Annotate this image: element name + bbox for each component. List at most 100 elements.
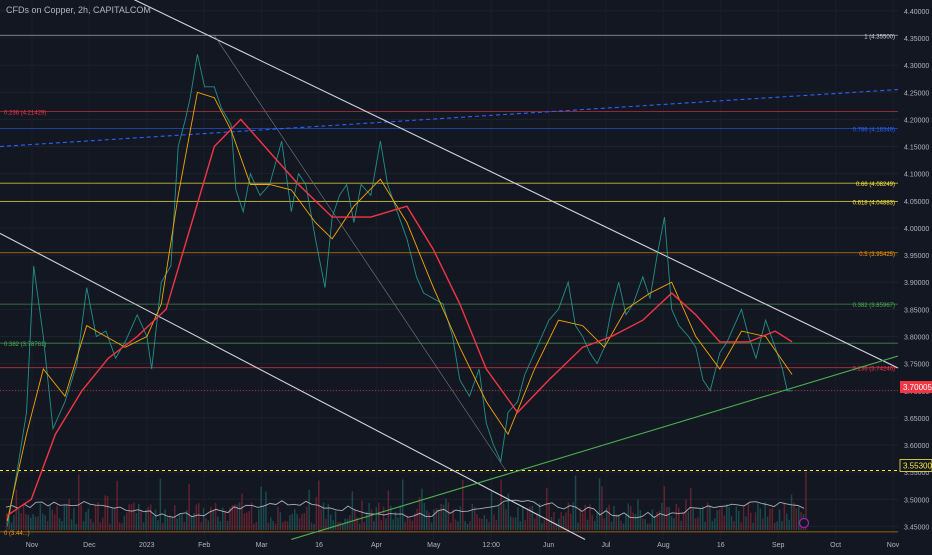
volume-bar (265, 491, 267, 530)
volume-bar (723, 515, 726, 530)
volume-bar (606, 507, 608, 530)
volume-bar (150, 504, 152, 530)
trendline[interactable] (214, 35, 506, 471)
volume-bar (579, 508, 582, 530)
chart-header: CFDs on Copper, 2h, CAPITALCOM (6, 5, 151, 15)
volume-bar (630, 506, 632, 530)
current-price-label: 3.70005 (903, 383, 932, 392)
volume-bar (476, 514, 478, 530)
fib-level-label: 0.5 (3.95425) (859, 252, 895, 258)
trendline[interactable] (0, 232, 586, 540)
volume-bar (591, 514, 594, 530)
volume-bar (349, 515, 351, 530)
volume-bar (658, 510, 661, 530)
volume-bar (138, 503, 140, 530)
volume-bar (270, 517, 272, 530)
volume-bar (241, 493, 243, 530)
volume-bar (426, 510, 428, 530)
volume-bar (356, 517, 358, 530)
trendline[interactable] (84, 0, 899, 369)
volume-bar (805, 471, 807, 530)
time-tick-label: Oct (830, 542, 841, 549)
fib-level-label: 0.236 (4.21429) (4, 111, 46, 117)
volume-bar (414, 513, 416, 530)
volume-bar (361, 500, 363, 530)
volume-bar (13, 514, 15, 530)
volume-bar (142, 522, 145, 530)
volume-bar (742, 505, 745, 530)
volume-bar (478, 518, 481, 530)
volume-bar (174, 504, 176, 530)
price-axis: 4.40000 4.35000 4.30000 4.25000 4.20000 4.150… (904, 9, 929, 532)
volume-bar (740, 522, 742, 530)
volume-bar (747, 502, 750, 530)
volume-bar (790, 494, 793, 530)
volume-bar (382, 506, 385, 530)
volume-bar (622, 523, 625, 530)
volume-bar (30, 517, 32, 530)
volume-bar (399, 505, 402, 530)
volume-bar (301, 513, 303, 530)
fib-level-label: 0.382 (3.85967) (853, 303, 895, 309)
volume-bar (570, 513, 572, 530)
volume-bar (534, 518, 536, 530)
volume-bar (788, 519, 790, 530)
volume-bar (594, 520, 596, 530)
volume-bar (56, 505, 58, 530)
volume-bar (135, 513, 138, 530)
volume-bar (615, 513, 618, 530)
volume-bar (639, 510, 642, 530)
volume-bar (586, 519, 589, 530)
volume-bar (109, 523, 111, 530)
volume-bar (673, 518, 675, 530)
volume-bar (618, 514, 620, 530)
volume-bar (466, 523, 469, 530)
volume-bar (531, 505, 534, 530)
volume-bar (246, 512, 248, 530)
volume-bar (699, 509, 702, 530)
volume-bar (632, 512, 634, 530)
volume-bar (483, 515, 486, 530)
volume-bar (164, 509, 166, 530)
trendline[interactable] (0, 88, 899, 148)
clock-icon[interactable] (798, 517, 810, 529)
volume-bar (272, 520, 274, 530)
price-tick-label: 3.80000 (904, 334, 929, 341)
volume-bar (334, 511, 337, 530)
volume-bar (766, 516, 769, 530)
volume-bar (762, 518, 764, 530)
time-tick-label: May (427, 542, 441, 549)
volume-bar (738, 510, 740, 530)
volume-bar (157, 520, 159, 530)
volume-bar (663, 485, 666, 530)
volume-bar (320, 508, 322, 530)
volume-bar (176, 518, 178, 530)
volume-bar (183, 521, 186, 530)
volume-bar (390, 505, 392, 530)
volume-bar (75, 523, 78, 530)
volume-bar (505, 509, 507, 530)
volume-bar (430, 522, 433, 530)
volume-bar (714, 518, 716, 530)
time-tick-label: Mar (256, 542, 269, 549)
volume-bar (776, 521, 778, 530)
volume-bar (80, 504, 82, 530)
volume-bar (368, 503, 370, 530)
volume-bar (378, 502, 380, 530)
volume-bar (757, 503, 759, 530)
volume-bar (409, 518, 411, 530)
volume-bar (306, 506, 308, 530)
volume-bar (598, 478, 601, 530)
price-series (6, 54, 793, 527)
volume-bar (488, 522, 490, 530)
trendline[interactable] (291, 355, 899, 540)
timezone-marker[interactable] (798, 517, 810, 529)
time-tick-label: 16 (717, 542, 725, 549)
volume-bar (589, 504, 591, 530)
volume-bar (236, 504, 238, 530)
volume-bar (61, 521, 63, 530)
volume-bar (512, 517, 514, 530)
volume-bar (649, 523, 651, 530)
volume-bar (411, 520, 414, 530)
